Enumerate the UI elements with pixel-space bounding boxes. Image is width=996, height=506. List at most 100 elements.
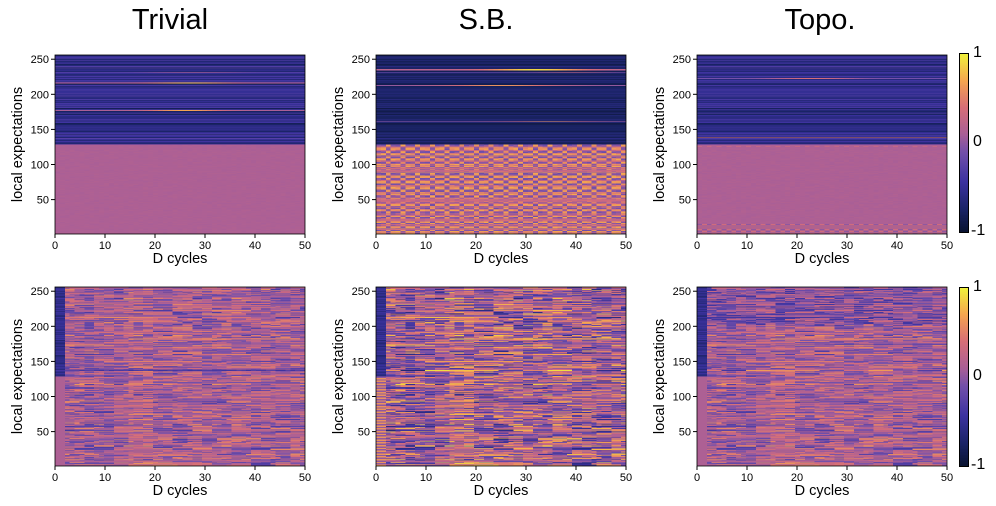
x-tick-label: 50 xyxy=(299,240,311,252)
y-tick-label: 100 xyxy=(31,392,49,404)
x-tick-label: 30 xyxy=(520,240,532,252)
heatmap-cells xyxy=(376,55,626,234)
x-tick-label: 50 xyxy=(620,472,632,484)
x-tick-label: 30 xyxy=(841,240,853,252)
y-axis-label: local expectations xyxy=(652,87,668,202)
heatmap-cells xyxy=(55,287,305,466)
x-tick-label: 0 xyxy=(52,472,58,484)
colorbar-top-mid: 0 xyxy=(973,133,982,150)
y-tick-label: 100 xyxy=(352,392,370,404)
y-tick-label: 100 xyxy=(352,160,370,172)
y-tick-label: 100 xyxy=(31,160,49,172)
y-tick-label: 200 xyxy=(352,321,370,333)
x-axis-label: D cycles xyxy=(795,251,850,267)
x-tick-label: 40 xyxy=(249,240,261,252)
x-tick-label: 20 xyxy=(149,472,161,484)
colorbar-top-min: -1 xyxy=(971,222,986,239)
y-tick-label: 200 xyxy=(673,321,691,333)
y-tick-label: 250 xyxy=(31,286,49,298)
y-axis-label: local expectations xyxy=(10,319,26,434)
y-tick-label: 150 xyxy=(352,356,370,368)
x-tick-label: 50 xyxy=(941,240,953,252)
y-tick-label: 250 xyxy=(31,54,49,66)
y-tick-label: 200 xyxy=(31,321,49,333)
x-axis-label: D cycles xyxy=(153,251,208,267)
colorbar-gradient xyxy=(959,287,969,467)
heatmap-axes: 0 10 20 30 40 50 50 100 150 200 250 D cycles local e… xyxy=(652,286,953,499)
y-tick-label: 100 xyxy=(673,392,691,404)
colorbar-bottom-mid: 0 xyxy=(973,367,982,384)
x-tick-label: 30 xyxy=(199,240,211,252)
y-tick-label: 250 xyxy=(673,54,691,66)
y-tick-label: 50 xyxy=(37,427,49,439)
x-tick-label: 0 xyxy=(694,472,700,484)
y-axis-label: local expectations xyxy=(331,87,347,202)
heatmap-axes: 0 10 20 30 40 50 50 100 150 200 250 D cycles local e… xyxy=(652,54,953,267)
axes-frame xyxy=(54,54,306,235)
x-tick-label: 0 xyxy=(373,240,379,252)
x-tick-label: 30 xyxy=(199,472,211,484)
column-title-topo: Topo. xyxy=(784,4,856,36)
column-title-sb: S.B. xyxy=(458,4,514,36)
y-tick-label: 50 xyxy=(358,195,370,207)
x-tick-label: 10 xyxy=(99,240,111,252)
x-tick-label: 50 xyxy=(941,472,953,484)
y-tick-label: 150 xyxy=(673,124,691,136)
x-axis-label: D cycles xyxy=(795,483,850,499)
y-tick-label: 100 xyxy=(673,160,691,172)
y-tick-label: 250 xyxy=(352,286,370,298)
y-tick-label: 200 xyxy=(352,89,370,101)
heatmap-cells xyxy=(55,55,305,234)
x-axis-label: D cycles xyxy=(474,251,529,267)
axes-frame xyxy=(696,286,948,467)
x-tick-label: 20 xyxy=(791,240,803,252)
column-title-trivial: Trivial xyxy=(131,4,209,36)
heatmap-cells xyxy=(376,287,626,466)
axes-frame xyxy=(375,54,627,235)
heatmap-axes: 0 10 20 30 40 50 50 100 150 200 250 D cycles local e… xyxy=(331,286,632,499)
x-tick-label: 20 xyxy=(791,472,803,484)
y-tick-label: 250 xyxy=(352,54,370,66)
y-axis-label: local expectations xyxy=(10,87,26,202)
x-axis-label: D cycles xyxy=(153,483,208,499)
y-tick-label: 150 xyxy=(31,124,49,136)
x-tick-label: 40 xyxy=(891,472,903,484)
colorbar-gradient xyxy=(959,53,969,233)
colorbar-bottom-min: -1 xyxy=(971,456,986,473)
y-tick-label: 50 xyxy=(358,427,370,439)
x-tick-label: 10 xyxy=(741,240,753,252)
y-tick-label: 150 xyxy=(31,356,49,368)
x-tick-label: 20 xyxy=(149,240,161,252)
y-tick-label: 50 xyxy=(37,195,49,207)
x-tick-label: 40 xyxy=(249,472,261,484)
y-tick-label: 200 xyxy=(673,89,691,101)
x-tick-label: 30 xyxy=(841,472,853,484)
x-tick-label: 40 xyxy=(570,472,582,484)
y-tick-label: 150 xyxy=(673,356,691,368)
axes-frame xyxy=(696,54,948,235)
y-tick-label: 250 xyxy=(673,286,691,298)
x-tick-label: 10 xyxy=(99,472,111,484)
axes-frame xyxy=(375,286,627,467)
y-tick-label: 50 xyxy=(679,195,691,207)
x-tick-label: 10 xyxy=(420,472,432,484)
x-tick-label: 0 xyxy=(52,240,58,252)
x-tick-label: 20 xyxy=(470,240,482,252)
heatmap-cells xyxy=(697,55,947,234)
y-axis-label: local expectations xyxy=(331,319,347,434)
y-tick-label: 50 xyxy=(679,427,691,439)
x-tick-label: 0 xyxy=(694,240,700,252)
axes-frame xyxy=(54,286,306,467)
x-tick-label: 40 xyxy=(891,240,903,252)
y-tick-label: 200 xyxy=(31,89,49,101)
colorbar-top-max: 1 xyxy=(973,44,982,61)
y-axis-label: local expectations xyxy=(652,319,668,434)
heatmap-cells xyxy=(697,287,947,466)
colorbar-bottom-max: 1 xyxy=(973,278,982,295)
x-tick-label: 20 xyxy=(470,472,482,484)
heatmap-axes: 0 10 20 30 40 50 50 100 150 200 250 D cycles local e… xyxy=(10,286,311,499)
x-tick-label: 40 xyxy=(570,240,582,252)
y-tick-label: 150 xyxy=(352,124,370,136)
heatmap-axes: 0 10 20 30 40 50 50 100 150 200 250 D cycles local e… xyxy=(10,54,311,267)
heatmap-axes: 0 10 20 30 40 50 50 100 150 200 250 D cycles local e… xyxy=(331,54,632,267)
